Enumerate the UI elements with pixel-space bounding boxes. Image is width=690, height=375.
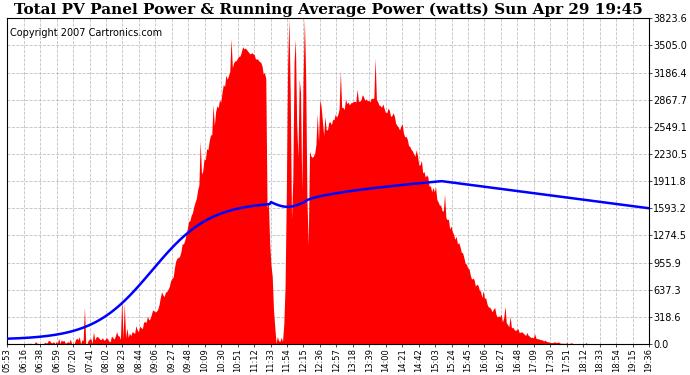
Text: Copyright 2007 Cartronics.com: Copyright 2007 Cartronics.com — [10, 28, 163, 38]
Title: Total PV Panel Power & Running Average Power (watts) Sun Apr 29 19:45: Total PV Panel Power & Running Average P… — [14, 3, 642, 17]
